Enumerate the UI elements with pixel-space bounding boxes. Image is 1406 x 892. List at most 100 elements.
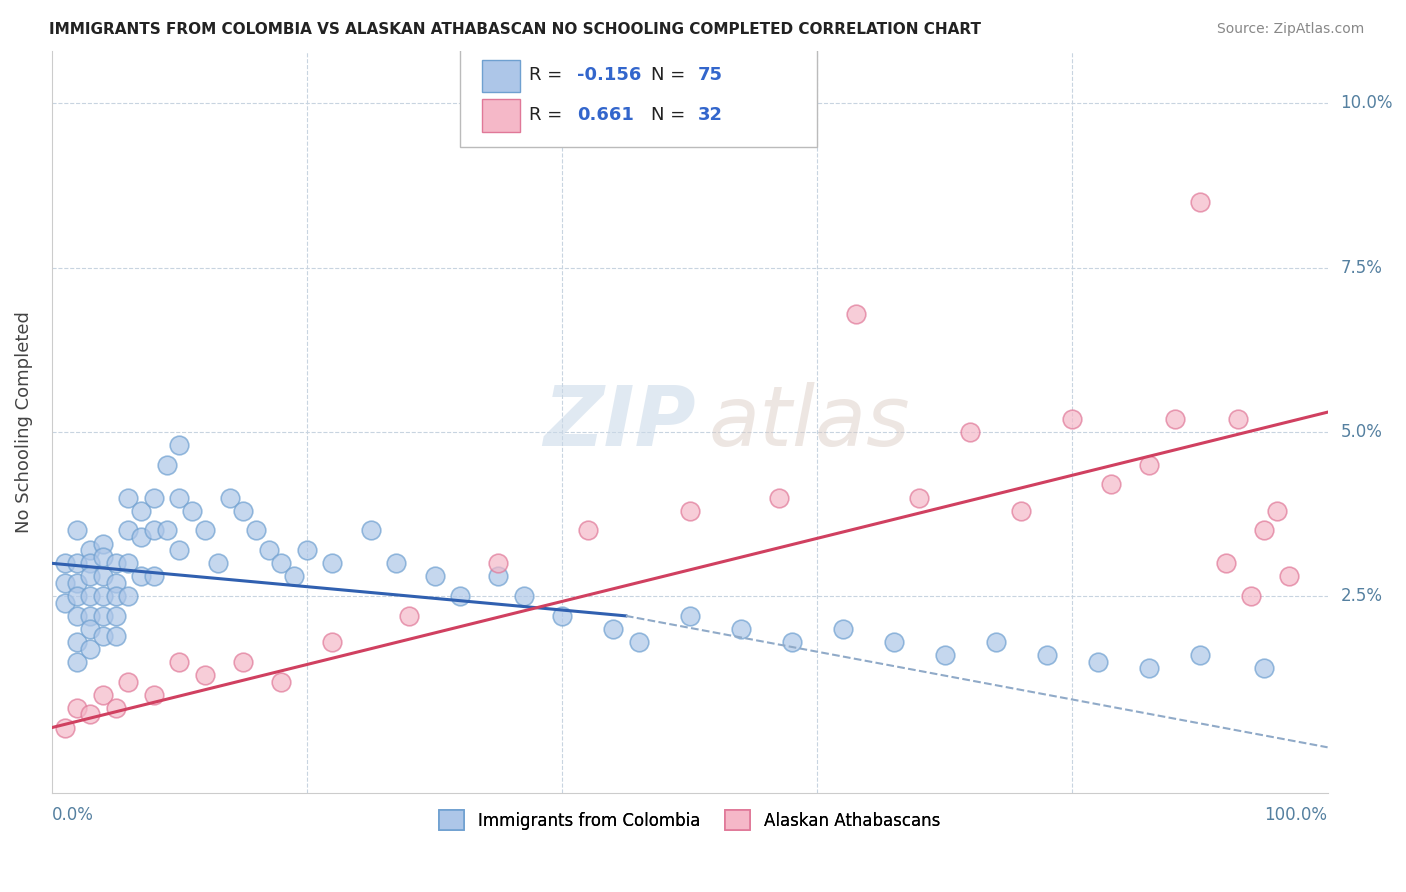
Text: 7.5%: 7.5% — [1340, 259, 1382, 277]
Point — [513, 589, 536, 603]
Point — [1253, 661, 1275, 675]
Point — [66, 557, 89, 571]
Point — [104, 576, 127, 591]
Point — [194, 524, 217, 538]
Point — [1137, 458, 1160, 472]
Point — [91, 629, 114, 643]
Point — [169, 543, 191, 558]
Text: N =: N = — [651, 66, 692, 84]
Point — [91, 536, 114, 550]
Point — [142, 524, 165, 538]
FancyBboxPatch shape — [482, 60, 520, 92]
Text: N =: N = — [651, 106, 692, 124]
Point — [79, 622, 101, 636]
Point — [360, 524, 382, 538]
Point — [79, 589, 101, 603]
Point — [142, 688, 165, 702]
Point — [283, 569, 305, 583]
Text: 5.0%: 5.0% — [1340, 423, 1382, 441]
Point — [53, 596, 76, 610]
Text: 100.0%: 100.0% — [1264, 806, 1327, 824]
Point — [576, 524, 599, 538]
Point — [79, 707, 101, 722]
Point — [959, 425, 981, 439]
Text: 0.0%: 0.0% — [52, 806, 94, 824]
Point — [53, 576, 76, 591]
Point — [155, 458, 177, 472]
Text: R =: R = — [529, 106, 568, 124]
Y-axis label: No Schooling Completed: No Schooling Completed — [15, 311, 32, 533]
Legend: Immigrants from Colombia, Alaskan Athabascans: Immigrants from Colombia, Alaskan Athaba… — [433, 804, 946, 837]
Point — [270, 557, 292, 571]
Text: 0.661: 0.661 — [578, 106, 634, 124]
Point — [1215, 557, 1237, 571]
Point — [1137, 661, 1160, 675]
Point — [883, 635, 905, 649]
Point — [844, 307, 866, 321]
Point — [449, 589, 471, 603]
Point — [129, 530, 152, 544]
Point — [169, 655, 191, 669]
Point — [66, 608, 89, 623]
Point — [1188, 194, 1211, 209]
Point — [79, 608, 101, 623]
Point — [232, 504, 254, 518]
Point — [1227, 411, 1250, 425]
FancyBboxPatch shape — [482, 99, 520, 132]
Text: 32: 32 — [697, 106, 723, 124]
Point — [66, 701, 89, 715]
Text: IMMIGRANTS FROM COLOMBIA VS ALASKAN ATHABASCAN NO SCHOOLING COMPLETED CORRELATIO: IMMIGRANTS FROM COLOMBIA VS ALASKAN ATHA… — [49, 22, 981, 37]
Point — [129, 569, 152, 583]
Point — [1087, 655, 1109, 669]
Text: 75: 75 — [697, 66, 723, 84]
Point — [66, 589, 89, 603]
Point — [117, 589, 139, 603]
Point — [245, 524, 267, 538]
Point — [984, 635, 1007, 649]
Point — [142, 569, 165, 583]
Point — [1265, 504, 1288, 518]
Point — [104, 701, 127, 715]
Point — [270, 674, 292, 689]
Point — [1010, 504, 1032, 518]
Point — [768, 491, 790, 505]
Point — [1062, 411, 1084, 425]
Point — [91, 589, 114, 603]
Point — [831, 622, 853, 636]
Point — [908, 491, 931, 505]
Point — [117, 557, 139, 571]
Point — [1099, 477, 1122, 491]
Point — [117, 674, 139, 689]
Point — [79, 641, 101, 656]
Point — [934, 648, 956, 663]
Point — [104, 608, 127, 623]
Point — [1036, 648, 1059, 663]
Point — [104, 589, 127, 603]
Text: R =: R = — [529, 66, 568, 84]
Point — [53, 557, 76, 571]
Point — [1253, 524, 1275, 538]
Point — [730, 622, 752, 636]
Point — [1188, 648, 1211, 663]
Point — [679, 608, 702, 623]
Point — [91, 569, 114, 583]
Point — [551, 608, 574, 623]
Point — [53, 721, 76, 735]
Point — [66, 524, 89, 538]
Point — [679, 504, 702, 518]
Point — [1240, 589, 1263, 603]
Point — [486, 569, 509, 583]
Point — [627, 635, 650, 649]
Text: -0.156: -0.156 — [578, 66, 641, 84]
Text: Source: ZipAtlas.com: Source: ZipAtlas.com — [1216, 22, 1364, 37]
Text: ZIP: ZIP — [543, 382, 696, 462]
Point — [79, 543, 101, 558]
Point — [1163, 411, 1185, 425]
Point — [129, 504, 152, 518]
Point — [91, 608, 114, 623]
Point — [321, 557, 343, 571]
Point — [91, 549, 114, 564]
Point — [104, 629, 127, 643]
Point — [169, 491, 191, 505]
Text: atlas: atlas — [709, 382, 911, 462]
